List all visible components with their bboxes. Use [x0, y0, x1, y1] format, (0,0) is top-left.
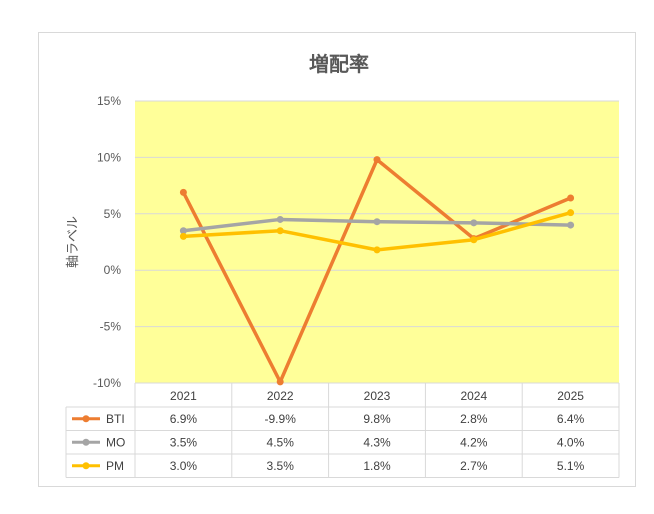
- data-point-pm: [470, 236, 478, 244]
- table-value-cell: 2.7%: [460, 459, 488, 473]
- legend-marker: [82, 415, 90, 423]
- table-value-cell: 4.3%: [363, 435, 391, 449]
- legend-series-name: PM: [106, 459, 124, 473]
- data-point-mo: [276, 215, 284, 223]
- y-tick-label: -5%: [100, 320, 122, 334]
- table-value-cell: 1.8%: [363, 459, 391, 473]
- table-value-cell: 4.5%: [267, 435, 295, 449]
- data-point-mo: [470, 219, 478, 227]
- data-point-mo: [179, 227, 187, 235]
- data-point-pm: [276, 227, 284, 235]
- legend-series-name: BTI: [106, 412, 125, 426]
- data-table: 2021 2022 2023 2024 2025 BTI 6.9% -9.9% 9.8% 2.8%…: [65, 383, 620, 478]
- table-value-cell: 5.1%: [557, 459, 585, 473]
- x-tick-label: 2021: [170, 389, 197, 403]
- y-tick-label: -10%: [93, 376, 121, 390]
- table-value-cell: 4.2%: [460, 435, 488, 449]
- table-value-cell: 9.8%: [363, 412, 391, 426]
- x-tick-label: 2024: [460, 389, 487, 403]
- table-value-cell: 6.9%: [170, 412, 198, 426]
- y-axis-label: 軸ラベル: [65, 216, 80, 268]
- y-tick-labels: 15% 10% 5% 0% -5% -10%: [93, 94, 121, 390]
- data-point-bti: [567, 194, 575, 202]
- table-value-cell: 2.8%: [460, 412, 488, 426]
- table-value-cell: 3.5%: [170, 435, 198, 449]
- data-point-bti: [276, 378, 284, 386]
- legend-marker: [82, 462, 90, 470]
- table-value-cell: 3.5%: [267, 459, 295, 473]
- data-point-pm: [567, 209, 575, 217]
- data-point-bti: [373, 156, 381, 164]
- table-value-cell: -9.9%: [265, 412, 297, 426]
- table-value-cell: 3.0%: [170, 459, 198, 473]
- chart-title: 増配率: [309, 52, 369, 76]
- x-tick-label: 2023: [364, 389, 391, 403]
- data-point-mo: [373, 218, 381, 226]
- plot-area: [135, 101, 619, 383]
- y-tick-label: 10%: [97, 150, 121, 164]
- data-point-mo: [567, 221, 575, 229]
- y-tick-label: 0%: [104, 263, 122, 277]
- data-point-bti: [179, 188, 187, 196]
- x-tick-label: 2025: [557, 389, 584, 403]
- legend-marker: [82, 438, 90, 446]
- table-value-cell: 6.4%: [557, 412, 585, 426]
- data-point-pm: [373, 246, 381, 254]
- legend-series-name: MO: [106, 435, 125, 449]
- y-tick-label: 5%: [104, 207, 122, 221]
- table-value-cell: 4.0%: [557, 435, 585, 449]
- data-point-pm: [179, 232, 187, 240]
- x-tick-label: 2022: [267, 389, 294, 403]
- y-tick-label: 15%: [97, 94, 121, 108]
- series-lines: [179, 156, 575, 386]
